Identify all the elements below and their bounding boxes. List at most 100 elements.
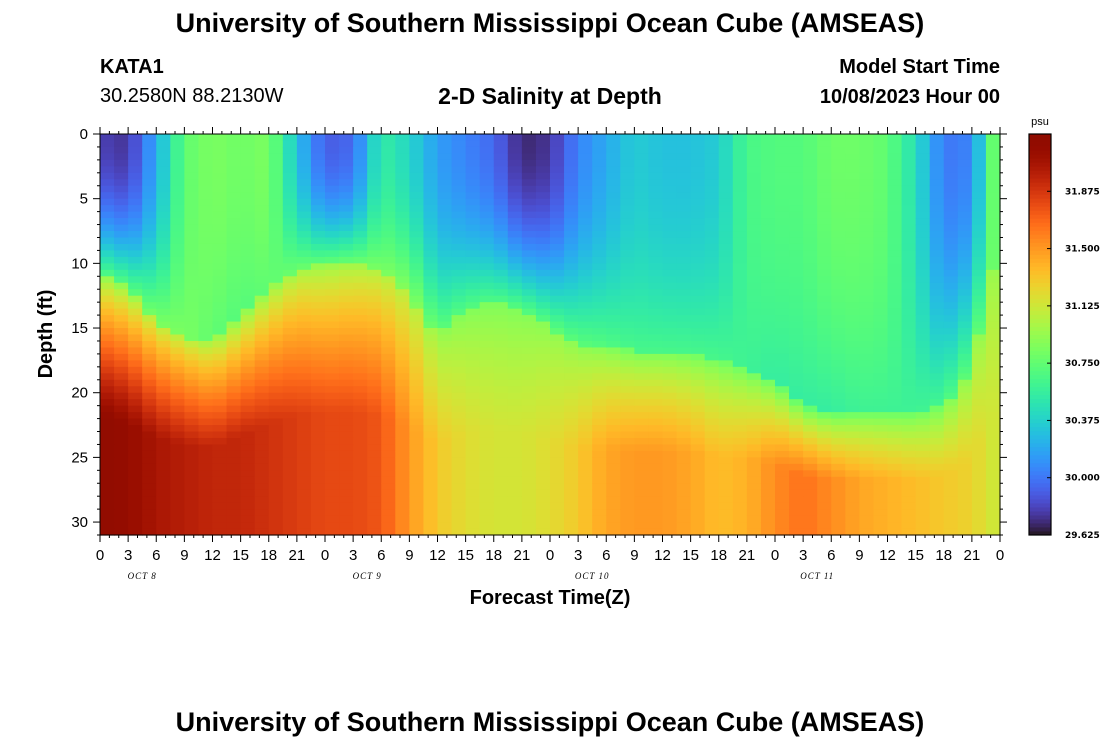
heatmap-cell [873,418,889,426]
heatmap-cell [226,496,242,504]
heatmap-cell [282,243,298,252]
heatmap-cell [395,185,410,193]
heatmap-cell [310,153,326,161]
heatmap-cell [479,289,495,297]
heatmap-cell [971,159,987,167]
heatmap-cell [184,211,200,219]
heatmap-cell [240,399,256,407]
heatmap-cell [325,179,340,187]
heatmap-cell [957,237,973,245]
heatmap-cell [915,496,931,504]
heatmap-cell [789,437,804,446]
heatmap-cell [325,399,340,407]
heatmap-cell [395,515,410,523]
heatmap-cell [114,172,129,180]
heatmap-cell [662,483,678,491]
heatmap-cell [915,463,931,471]
heatmap-cell [296,308,312,316]
heatmap-cell [746,159,762,167]
heatmap-cell [606,263,621,271]
heatmap-cell [803,437,818,446]
heatmap-cell [859,256,875,264]
heatmap-cell [521,347,537,355]
heatmap-cell [493,340,509,349]
heatmap-cell [732,231,748,239]
heatmap-cell [676,463,692,471]
heatmap-cell [943,315,959,323]
heatmap-cell [479,489,495,497]
heatmap-cell [198,218,214,226]
heatmap-cell [732,321,748,329]
heatmap-cell [535,282,551,290]
heatmap-cell [395,379,410,387]
heatmap-cell [479,308,495,316]
heatmap-cell [704,328,720,336]
heatmap-cell [367,308,382,316]
colorbar-segment [1029,310,1051,315]
heatmap-cell [507,366,523,374]
heatmap-cell [915,295,931,303]
heatmap-cell [915,437,931,446]
heatmap-cell [564,289,579,297]
heatmap-cell [606,250,621,258]
heatmap-cell [578,489,593,497]
heatmap-cell [212,315,228,323]
heatmap-cell [620,289,635,297]
heatmap-cell [451,399,467,407]
heatmap-cell [957,463,973,471]
heatmap-cell [817,237,832,245]
heatmap-cell [634,146,650,155]
heatmap-cell [465,289,481,297]
heatmap-cell [760,302,776,310]
heatmap-cell [957,515,973,523]
heatmap-cell [240,276,256,284]
heatmap-cell [170,463,185,471]
heatmap-cell [606,360,621,368]
heatmap-cell [985,302,1001,310]
heatmap-cell [479,263,495,271]
heatmap-cell [746,192,762,200]
heatmap-cell [451,509,467,517]
heatmap-cell [803,366,818,374]
heatmap-cell [521,146,537,155]
day-label: OCT 8 [128,571,157,581]
heatmap-cell [367,399,382,407]
heatmap-cell [381,392,396,400]
heatmap-cell [704,431,720,439]
colorbar-segment [1029,154,1051,159]
heatmap-cell [521,522,537,530]
heatmap-cell [184,250,200,258]
heatmap-cell [479,211,495,219]
heatmap-cell [128,256,143,264]
heatmap-cell [184,373,200,381]
heatmap-cell [732,172,748,180]
heatmap-cell [395,444,410,452]
heatmap-cell [507,522,523,530]
heatmap-cell [212,159,228,167]
heatmap-cell [648,153,664,161]
heatmap-cell [620,405,635,413]
heatmap-cell [606,282,621,290]
heatmap-cell [156,159,171,167]
heatmap-cell [423,483,439,491]
heatmap-cell [212,334,228,342]
colorbar-segment [1029,402,1051,408]
heatmap-cell [310,282,326,290]
heatmap-cell [760,373,776,381]
heatmap-cell [859,185,875,193]
heatmap-cell [634,360,650,368]
heatmap-cell [409,146,425,155]
heatmap-cell [760,502,776,510]
heatmap-cell [212,489,228,497]
heatmap-cell [817,412,832,420]
heatmap-cell [100,386,115,394]
heatmap-cell [845,153,860,161]
heatmap-cell [887,269,903,277]
heatmap-cell [325,256,340,264]
heatmap-cell [887,282,903,290]
heatmap-cell [282,295,298,303]
heatmap-cell [198,224,214,232]
heatmap-cell [789,360,804,368]
heatmap-cell [170,489,185,497]
heatmap-cell [578,289,593,297]
